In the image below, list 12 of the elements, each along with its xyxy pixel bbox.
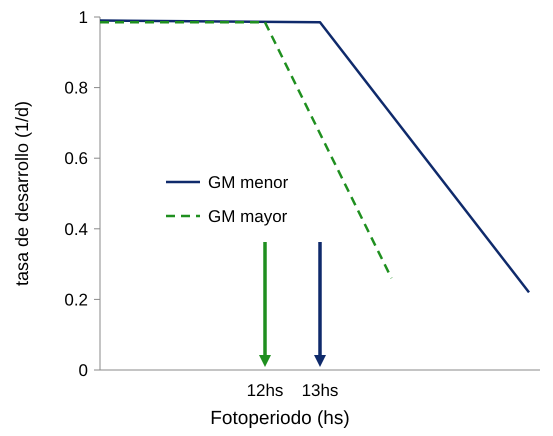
y-tick-label: 0.4 xyxy=(64,220,88,239)
y-tick-label: 0.2 xyxy=(64,290,88,310)
y-tick-label: 0.8 xyxy=(64,78,88,98)
x-tick-label: 12hs xyxy=(246,381,284,400)
y-axis-title: tasa de desarrollo (1/d) xyxy=(12,100,32,286)
legend-label: GM mayor xyxy=(208,206,288,226)
y-tick-label: 1 xyxy=(78,8,88,27)
y-tick-label: 0 xyxy=(78,360,88,380)
y-tick-label: 0.6 xyxy=(64,149,88,168)
legend-label: GM menor xyxy=(208,172,289,192)
x-axis-title: Fotoperiodo (hs) xyxy=(210,408,350,429)
x-tick-label: 13hs xyxy=(302,381,338,400)
